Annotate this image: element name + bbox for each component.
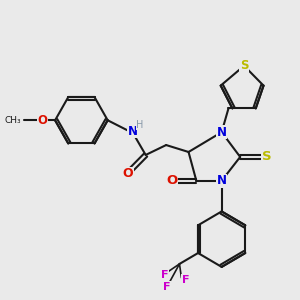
Text: F: F [182,275,189,285]
Text: F: F [163,282,171,292]
Text: CH₃: CH₃ [4,116,21,125]
Text: F: F [161,270,169,280]
Text: S: S [240,59,248,72]
Text: O: O [38,114,47,127]
Text: H: H [136,120,143,130]
Text: N: N [217,174,227,187]
Text: N: N [128,125,138,138]
Text: O: O [123,167,134,180]
Text: N: N [217,126,227,139]
Text: O: O [167,174,178,187]
Text: S: S [262,150,271,164]
